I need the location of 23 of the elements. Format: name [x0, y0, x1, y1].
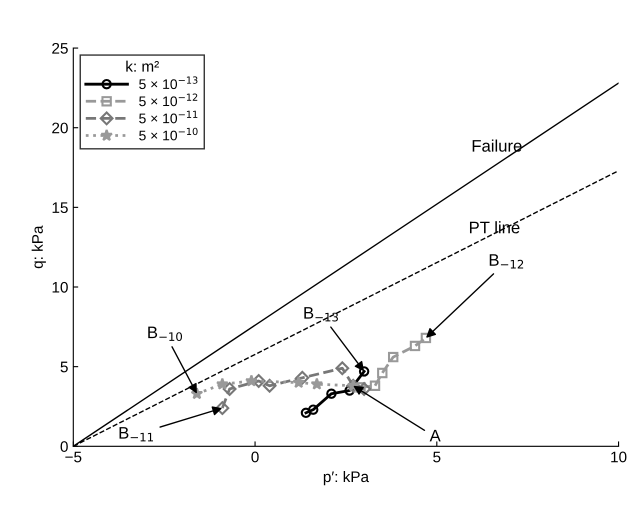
x-axis-title: p′: kPa: [324, 470, 370, 486]
y-tick-label: 20: [52, 122, 68, 134]
legend-label: 5 × 10$^{−13}$: [139, 76, 198, 90]
y-tick-label: 10: [52, 282, 68, 293]
annotation: B$_{−12}$: [490, 254, 524, 268]
annotation: A: [430, 430, 441, 442]
legend-label: 5 × 10$^{−11}$: [139, 110, 198, 124]
x-tick-label: 10: [611, 452, 626, 462]
y-tick-label: 0: [60, 441, 68, 452]
x-tick-label: −5: [65, 452, 82, 462]
y-tick-label: 5: [60, 362, 68, 372]
x-tick-label: 5: [433, 452, 440, 462]
legend-label: 5 × 10$^{−12}$: [139, 94, 198, 106]
annotation: Failure: [472, 140, 522, 152]
y-axis-title: q: kPa: [32, 226, 46, 268]
x-tick-label: 0: [251, 452, 259, 462]
y-tick-label: 15: [52, 202, 68, 214]
y-tick-label: 25: [52, 42, 68, 54]
annotation: B$_{−13}$: [304, 307, 338, 322]
legend-label: 5 × 10$^{−10}$: [139, 128, 198, 140]
annotation: B$_{−11}$: [120, 427, 153, 442]
legend-title: k: m²: [126, 60, 159, 72]
annotation: B$_{−10}$: [148, 326, 182, 342]
